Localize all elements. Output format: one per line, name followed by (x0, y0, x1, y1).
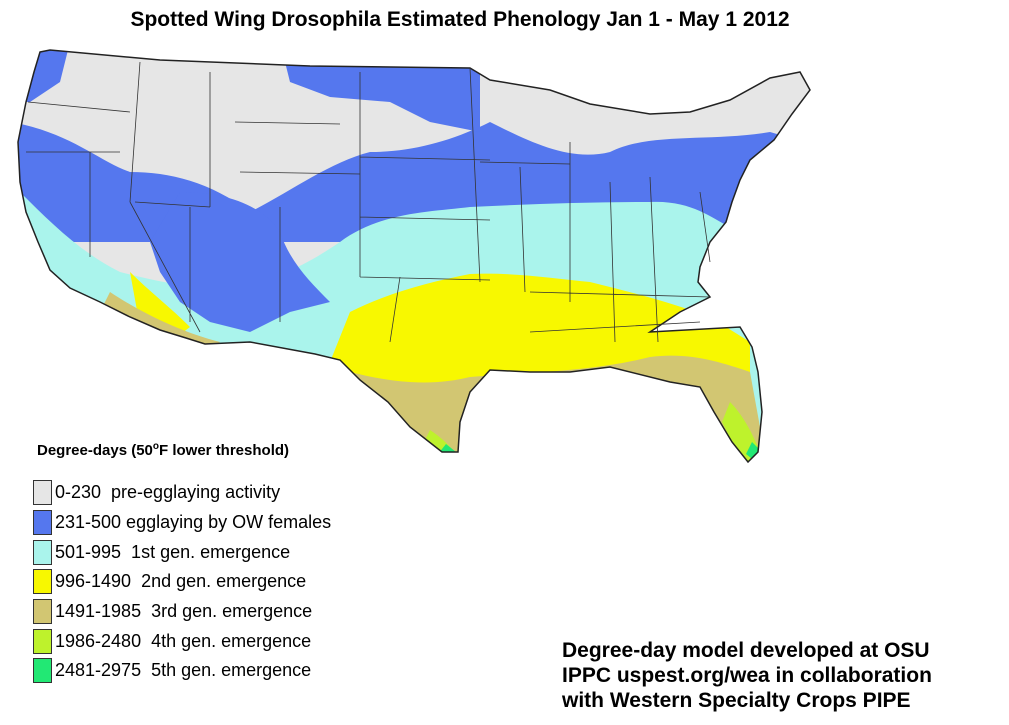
legend-label: 996-1490 2nd gen. emergence (55, 571, 307, 592)
legend-label: 1986-2480 4th gen. emergence (55, 630, 312, 651)
credit-line: IPPC uspest.org/wea in collaboration (562, 664, 932, 687)
legend-item: 1491-1985 3rd gen. emergence (33, 597, 331, 627)
credit-line: Degree-day model developed at OSU (562, 639, 930, 662)
legend-label: 501-995 1st gen. emergence (55, 541, 291, 562)
legend-swatch (33, 658, 52, 684)
credit-line: with Western Specialty Crops PIPE (562, 689, 911, 712)
credits: Degree-day model developed at OSU IPPC u… (562, 638, 932, 713)
legend-swatch (33, 510, 52, 536)
legend-label: 2481-2975 5th gen. emergence (55, 660, 312, 681)
legend-title: Degree-days (50oF lower threshold) (37, 441, 290, 459)
legend: 0-230 pre-egglaying activity 231-500 egg… (33, 478, 331, 686)
map-canvas (17, 49, 811, 464)
legend-swatch (33, 569, 52, 595)
legend-label: 0-230 pre-egglaying activity (55, 482, 281, 503)
map-title: Spotted Wing Drosophila Estimated Phenol… (130, 8, 790, 31)
us-phenology-map (10, 42, 840, 482)
legend-item: 0-230 pre-egglaying activity (33, 478, 331, 508)
legend-label: 1491-1985 3rd gen. emergence (55, 601, 313, 622)
legend-item: 231-500 egglaying by OW females (33, 508, 331, 538)
legend-item: 501-995 1st gen. emergence (33, 537, 331, 567)
legend-item: 996-1490 2nd gen. emergence (33, 567, 331, 597)
legend-label: 231-500 egglaying by OW females (55, 512, 332, 533)
legend-item: 1986-2480 4th gen. emergence (33, 626, 331, 656)
legend-swatch (33, 628, 52, 654)
legend-swatch (33, 539, 52, 565)
legend-swatch (33, 599, 52, 625)
legend-swatch (33, 480, 52, 506)
legend-item: 2481-2975 5th gen. emergence (33, 656, 331, 686)
